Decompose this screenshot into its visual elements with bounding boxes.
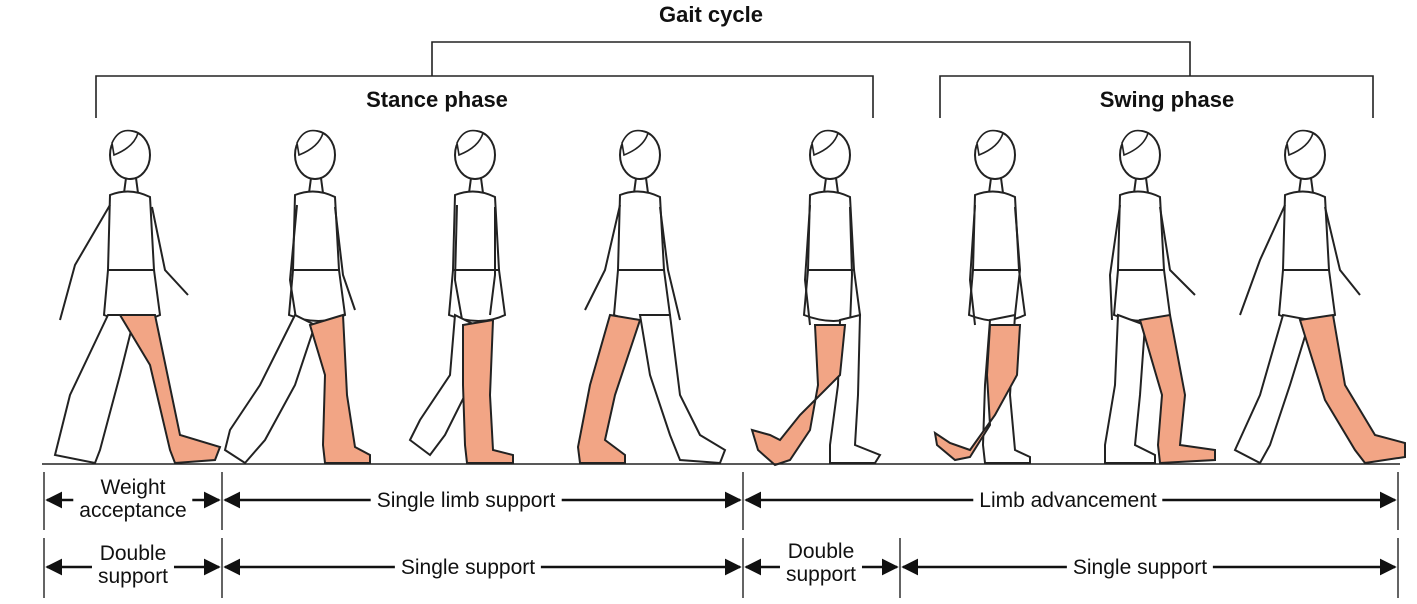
diagram-title: Gait cycle [659, 2, 763, 27]
figure-5 [750, 129, 882, 467]
double-support-1-label: Double support [91, 542, 175, 589]
weight-acceptance-label: Weight acceptance [73, 476, 193, 523]
figure-2 [223, 129, 371, 465]
single-limb-support-label: Single limb support [370, 489, 562, 513]
single-support-1-label: Single support [394, 556, 542, 580]
stance-phase-bracket [95, 75, 874, 118]
figure-6 [933, 129, 1031, 464]
figure-1 [53, 129, 222, 465]
double-support-1-line-1: Double [99, 542, 167, 565]
single-support-2-label: Single support [1066, 556, 1214, 580]
double-support-1-line-2: support [97, 565, 169, 589]
figure-4 [576, 129, 727, 465]
figure-3 [408, 129, 514, 464]
figure-8 [1233, 129, 1406, 465]
row-dividers [43, 472, 1399, 598]
gait-cycle-bracket [431, 41, 1191, 76]
double-support-2-label: Double support [779, 540, 863, 587]
stance-phase-label: Stance phase [366, 87, 508, 112]
weight-acceptance-line-2: acceptance [79, 499, 187, 523]
weight-acceptance-line-1: Weight [100, 476, 166, 499]
swing-phase-label: Swing phase [1099, 87, 1235, 112]
swing-phase-bracket [939, 75, 1374, 118]
figure-7 [1104, 129, 1216, 465]
double-support-2-line-2: support [785, 563, 857, 587]
limb-advancement-label: Limb advancement [973, 489, 1163, 513]
walking-figures [53, 129, 1406, 467]
double-support-2-line-1: Double [787, 540, 855, 563]
